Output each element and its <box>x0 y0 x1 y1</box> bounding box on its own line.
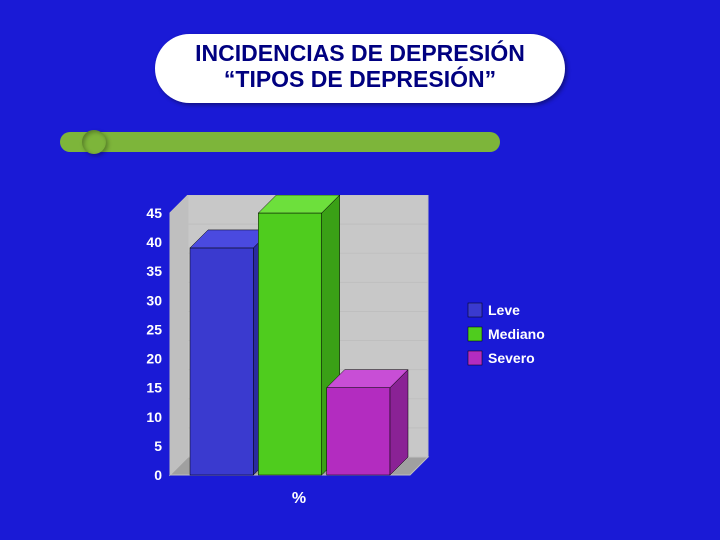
title-line-2: “TIPOS DE DEPRESIÓN” <box>195 66 525 92</box>
accent-dot <box>82 130 106 154</box>
chart-svg: 45 40 35 30 25 20 15 10 5 0% Leve Mediano Severo <box>120 195 620 515</box>
slide: INCIDENCIAS DE DEPRESIÓN “TIPOS DE DEPRE… <box>0 0 720 540</box>
title-area: INCIDENCIAS DE DEPRESIÓN “TIPOS DE DEPRE… <box>90 34 630 103</box>
svg-text:40: 40 <box>146 234 162 250</box>
svg-text:Mediano: Mediano <box>488 326 545 342</box>
title-line-1: INCIDENCIAS DE DEPRESIÓN <box>195 40 525 66</box>
svg-text:Severo: Severo <box>488 350 535 366</box>
svg-text:20: 20 <box>146 351 162 367</box>
svg-text:5: 5 <box>154 438 162 454</box>
title-pill: INCIDENCIAS DE DEPRESIÓN “TIPOS DE DEPRE… <box>155 34 565 103</box>
svg-text:0: 0 <box>154 467 162 483</box>
svg-text:15: 15 <box>146 380 162 396</box>
svg-text:10: 10 <box>146 409 162 425</box>
svg-text:30: 30 <box>146 292 162 308</box>
svg-text:%: % <box>292 490 306 507</box>
svg-text:35: 35 <box>146 263 162 279</box>
accent-bar <box>60 132 500 152</box>
svg-text:Leve: Leve <box>488 302 520 318</box>
svg-text:25: 25 <box>146 321 162 337</box>
svg-text:45: 45 <box>146 205 162 221</box>
bar-chart: 45 40 35 30 25 20 15 10 5 0% Leve Mediano Severo <box>120 195 620 515</box>
